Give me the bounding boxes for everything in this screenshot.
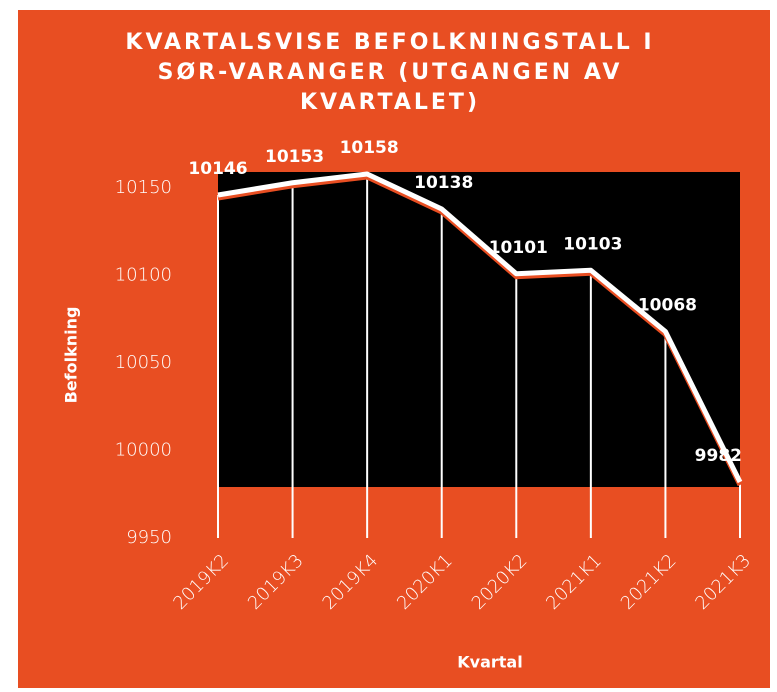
x-tick-label: 2020K2 — [468, 550, 532, 614]
x-axis-label: Kvartal — [457, 653, 522, 672]
data-label: 10068 — [638, 296, 697, 316]
y-tick-label: 10150 — [115, 177, 172, 198]
y-axis-label: Befolkning — [62, 307, 81, 404]
x-tick-label: 2021K1 — [542, 550, 606, 614]
line — [217, 171, 743, 484]
data-label: 10101 — [489, 238, 548, 258]
chart-title: KVARTALSVISE BEFOLKNINGSTALL I SØR-VARAN… — [125, 30, 655, 115]
data-label: 10138 — [414, 173, 473, 193]
data-label: 10153 — [265, 147, 324, 167]
data-label: 10146 — [188, 159, 247, 179]
y-tick-label: 10000 — [115, 440, 172, 461]
y-tick-label: 10100 — [115, 265, 172, 286]
x-tick-label: 2020K1 — [393, 550, 457, 614]
x-tick-label: 2021K2 — [617, 550, 681, 614]
data-label: 9982 — [695, 446, 742, 466]
plot-area — [218, 172, 740, 487]
x-tick-label: 2019K2 — [169, 550, 233, 614]
x-tick-label: 2019K3 — [244, 550, 308, 614]
x-tick-label: 2019K4 — [319, 550, 383, 614]
data-label: 10158 — [340, 138, 399, 158]
y-tick-label: 10050 — [115, 352, 172, 373]
y-tick-label: 9950 — [126, 527, 172, 548]
data-label: 10103 — [563, 234, 622, 254]
x-tick-label: 2021K3 — [691, 550, 755, 614]
